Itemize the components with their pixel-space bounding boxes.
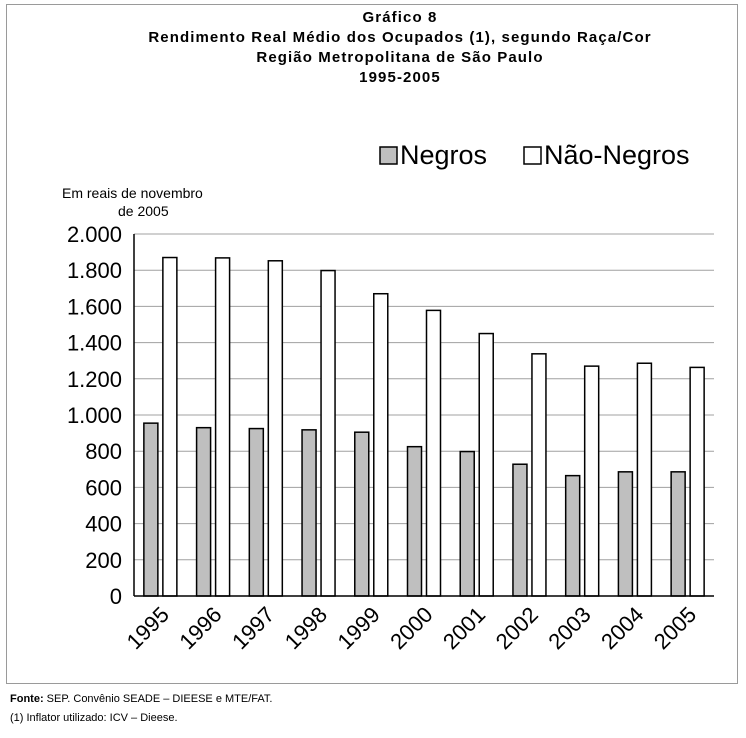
x-tick-label: 2001 [438,602,490,654]
bar-negros [195,426,212,597]
x-tick-label: 2003 [543,602,595,654]
x-tick-label: 1998 [280,602,332,654]
bar-negros [143,422,159,597]
y-tick-label: 800 [85,439,122,464]
title-line-1: Gráfico 8 [363,9,438,26]
bar-negros [564,474,581,597]
y-tick-label: 1.200 [67,367,122,392]
bar-negros [512,463,528,597]
title-line-4: 1995-2005 [359,69,441,86]
y-tick-label: 400 [85,512,122,537]
bar-negros [301,429,317,597]
bar-nao-negros [162,256,178,597]
x-tick-label: 2000 [385,602,437,654]
x-tick-label: 2005 [649,602,701,654]
bar-negros [248,427,265,597]
x-tick-label: 2002 [491,602,543,654]
chart-frame [6,4,738,684]
x-tick-label: 1996 [174,602,226,654]
title-line-3: Região Metropolitana de São Paulo [256,49,543,66]
y-tick-label: 200 [85,548,122,573]
bar-negros [406,445,423,597]
y-tick-label: 2.000 [67,222,122,247]
source-text: SEP. Convênio SEADE – DIEESE e MTE/FAT. [43,693,273,705]
y-axis-label-line-1: Em reais de novembro [62,185,203,201]
gridlines [134,233,714,561]
source-notes: Fonte: SEP. Convênio SEADE – DIEESE e MT… [10,690,272,728]
y-axis-label-line-2: de 2005 [118,203,169,219]
y-tick-label: 0 [110,584,122,609]
y-tick-label: 600 [85,475,122,500]
axes [133,234,714,597]
bar-nao-negros [583,365,600,597]
bar-nao-negros [531,353,547,597]
y-tick-label: 1.800 [67,258,122,283]
bar-negros [617,471,634,597]
legend-label-negros: Negros [400,140,487,170]
bar-nao-negros [373,292,389,597]
y-tick-label: 1.400 [67,331,122,356]
bars [143,256,705,597]
legend-swatch-nao-negros [523,146,542,165]
bar-nao-negros [478,332,494,597]
bar-nao-negros [636,362,653,597]
source-line: Fonte: SEP. Convênio SEADE – DIEESE e MT… [10,690,272,709]
x-tick-label: 1995 [122,602,174,654]
bar-nao-negros [267,260,284,597]
legend-label-nao-negros: Não-Negros [544,140,690,170]
bar-negros [670,471,686,597]
x-axis-ticks: 1995 1996 1997 1998 1999 2000 2001 2002 2003 2004… [122,602,702,654]
x-tick-label: 1997 [227,602,279,654]
legend-swatch-negros [379,146,398,165]
x-tick-label: 1999 [333,602,385,654]
source-label: Fonte: [10,693,44,705]
bar-negros [354,431,370,597]
bar-nao-negros [425,309,442,597]
title-line-2: Rendimento Real Médio dos Ocupados (1), … [148,29,651,46]
legend: Negros Não-Negros [379,140,690,170]
x-tick-label: 2004 [596,602,648,654]
y-axis-ticks: 0 200 400 600 800 1.000 1.200 1.400 1.600 1.800 2.… [67,222,122,609]
footnote: (1) Inflator utilizado: ICV – Dieese. [10,712,178,724]
bar-negros [459,450,475,597]
y-tick-label: 1.000 [67,403,122,428]
chart-title: Gráfico 8 Rendimento Real Médio dos Ocup… [148,9,651,86]
bar-nao-negros [214,257,231,597]
y-tick-label: 1.600 [67,294,122,319]
bar-nao-negros [320,269,336,597]
bar-nao-negros [689,366,705,597]
